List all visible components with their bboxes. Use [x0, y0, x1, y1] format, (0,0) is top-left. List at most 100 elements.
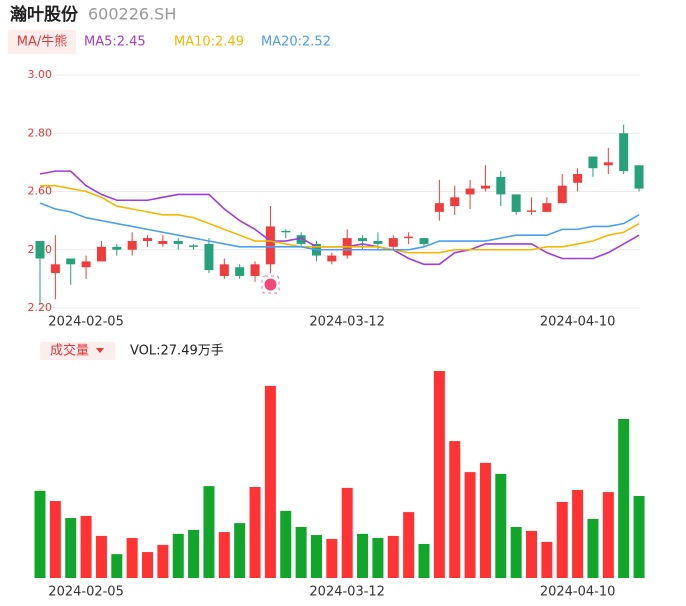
candle-body — [542, 203, 552, 212]
volume-bar — [587, 518, 599, 578]
candle-body — [296, 235, 306, 244]
volume-button-bg[interactable] — [40, 342, 115, 360]
volume-bar — [618, 419, 630, 578]
volume-bar — [126, 538, 138, 578]
volume-bar — [403, 512, 415, 578]
candle-body — [127, 241, 137, 250]
volume-bar — [264, 385, 276, 578]
candle-body — [434, 203, 444, 212]
candle-body — [419, 238, 429, 244]
dropdown-arrow[interactable] — [96, 348, 104, 353]
volume-bar — [280, 510, 292, 578]
stock-code: 600226.SH — [88, 5, 176, 24]
volume-bar — [234, 523, 246, 578]
y-tick-label: 2.60 — [28, 185, 53, 198]
indicator-button[interactable]: MA/牛熊 — [17, 34, 68, 50]
candle-body — [265, 226, 275, 265]
candle-body — [235, 267, 245, 276]
volume-bar — [188, 529, 200, 578]
candle-body — [588, 156, 598, 169]
volume-bar — [203, 486, 215, 578]
candle-body — [496, 176, 506, 195]
candle-body — [250, 264, 260, 276]
volume-bar — [602, 492, 614, 578]
volume-bar — [65, 518, 77, 578]
volume-bar — [326, 538, 338, 578]
volume-button[interactable]: 成交量 — [50, 343, 89, 359]
volume-bar — [111, 554, 123, 578]
volume-bar — [172, 533, 184, 578]
volume-bar — [34, 490, 46, 578]
candle-body — [189, 245, 199, 247]
volume-bar — [80, 515, 92, 578]
candle-body — [143, 238, 153, 242]
candle-body — [557, 185, 567, 204]
candle-body — [50, 264, 60, 274]
y-tick-label: 2.80 — [28, 126, 53, 139]
candle-body — [35, 241, 45, 259]
volume-bar — [142, 552, 154, 578]
candle-body — [219, 264, 229, 276]
volume-bar — [387, 535, 399, 578]
legend-entry: MA10:2.49 — [174, 35, 244, 50]
x-tick-label: 2024-03-12 — [309, 315, 385, 330]
volume-bar — [572, 490, 584, 578]
candle-body — [373, 241, 383, 244]
volume-bar — [357, 533, 369, 578]
candle-body — [204, 243, 214, 271]
legend-entry: MA5:2.45 — [84, 35, 146, 50]
candle-body — [450, 197, 460, 207]
volume-bar — [218, 532, 230, 578]
volume-bar — [495, 473, 507, 578]
volume-bar — [341, 487, 353, 578]
volume-bar — [49, 501, 61, 578]
volume-bar — [95, 535, 107, 578]
candle-body — [511, 194, 521, 212]
x-tick-label: 2024-02-05 — [48, 315, 124, 330]
volume-bar — [295, 526, 307, 578]
ma-line — [39, 202, 640, 251]
y-tick-label: 2.20 — [28, 301, 53, 314]
chart-title: 瀚叶股份 — [9, 4, 79, 25]
x-tick-label: 2024-02-05 — [48, 585, 124, 600]
volume-bar — [479, 462, 491, 578]
volume-bar — [556, 501, 568, 578]
legend-entry: MA20:2.52 — [261, 35, 331, 50]
candle-body — [388, 238, 398, 247]
volume-bar — [310, 535, 322, 578]
candle-body — [358, 238, 368, 242]
volume-bar — [372, 538, 384, 578]
candle-body — [66, 258, 76, 265]
volume-annotation: VOL:27.49万手 — [130, 344, 224, 359]
volume-bar — [433, 370, 445, 578]
indicator-button-bg[interactable] — [8, 30, 76, 54]
candle-body — [465, 188, 475, 195]
x-tick-label: 2024-03-12 — [309, 585, 385, 600]
x-tick-label: 2024-04-10 — [540, 585, 616, 600]
y-tick-label: 3.00 — [28, 68, 53, 81]
volume-bar — [418, 543, 430, 578]
candle-body — [634, 165, 644, 189]
candle-body — [158, 241, 168, 244]
volume-bar — [464, 472, 476, 578]
candle-body — [619, 133, 629, 172]
volume-bar — [449, 441, 461, 578]
volume-bar — [633, 495, 645, 578]
candle-body — [81, 261, 91, 268]
candle-body — [96, 246, 106, 262]
candle-body — [173, 241, 183, 244]
candle-body — [281, 230, 291, 233]
candle-body — [112, 246, 122, 250]
volume-bar — [249, 487, 261, 578]
volume-bar — [510, 526, 522, 578]
candle-body — [603, 162, 613, 166]
volume-bar — [526, 530, 538, 578]
ma-line — [40, 184, 640, 254]
candle-body — [404, 236, 414, 239]
bull-icon — [261, 275, 280, 294]
candle-body — [327, 255, 337, 262]
volume-bar — [541, 541, 553, 578]
x-tick-label: 2024-04-10 — [540, 315, 616, 330]
